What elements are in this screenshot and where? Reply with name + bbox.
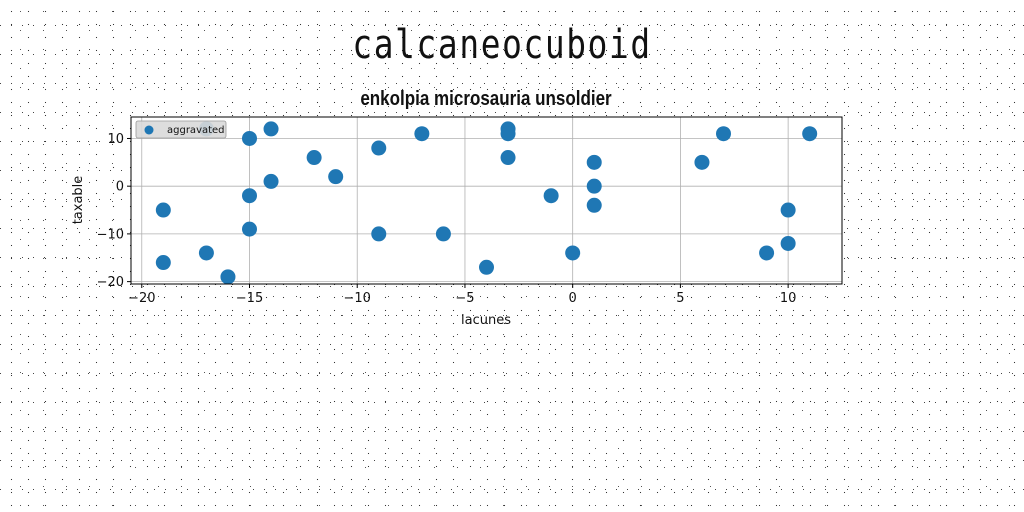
data-point: [500, 150, 516, 166]
legend-box: [135, 120, 227, 139]
y-axis-label: taxable: [71, 176, 86, 225]
data-point: [263, 173, 279, 189]
data-point: [328, 169, 344, 185]
y-tick-label: 10: [107, 132, 124, 147]
data-point: [565, 245, 581, 261]
data-point: [586, 197, 602, 213]
x-axis-ticks: −20 −15 −10 −5 0 5 10: [128, 284, 796, 306]
figure-suptitle: calcaneocuboid: [352, 22, 652, 68]
data-point: [780, 202, 796, 218]
data-point: [198, 245, 214, 261]
data-point: [802, 126, 818, 142]
data-point: [759, 245, 775, 261]
data-point: [220, 269, 236, 285]
data-point: [479, 259, 494, 275]
data-point: [242, 130, 257, 146]
data-point: [586, 154, 602, 170]
y-tick-label: −10: [97, 227, 124, 242]
data-point: [242, 188, 257, 204]
data-point: [155, 202, 171, 218]
x-tick-label: −10: [344, 291, 371, 306]
plot-background: [131, 117, 842, 284]
data-point: [435, 226, 451, 242]
y-tick-label: 0: [116, 180, 124, 195]
x-tick-label: 10: [780, 291, 797, 306]
data-point: [155, 255, 171, 271]
x-axis-label: lacunes: [461, 313, 511, 328]
data-point: [716, 126, 731, 142]
legend-marker: [144, 125, 154, 135]
data-point: [371, 226, 387, 242]
x-tick-label: 5: [676, 291, 684, 306]
data-point: [500, 126, 516, 142]
x-tick-label: −20: [128, 291, 155, 306]
data-point: [586, 178, 602, 194]
x-tick-label: −5: [455, 291, 474, 306]
data-point: [263, 121, 279, 137]
x-tick-label: −15: [236, 291, 263, 306]
data-point: [543, 188, 559, 204]
plot-frame: [130, 116, 843, 285]
data-point: [694, 154, 710, 170]
chart-title: enkolpia microsauria unsoldier: [360, 88, 612, 110]
legend-label: aggravated: [167, 125, 225, 136]
y-tick-label: −20: [97, 275, 124, 290]
x-tick-label: 0: [569, 291, 577, 306]
legend: aggravated: [135, 120, 227, 139]
data-point: [414, 126, 430, 142]
data-point: [780, 235, 796, 251]
data-point: [242, 221, 257, 237]
data-point: [306, 150, 322, 166]
data-points: [155, 121, 818, 285]
data-point: [371, 140, 387, 156]
y-axis-ticks: −20 −10 0 10: [97, 132, 131, 290]
